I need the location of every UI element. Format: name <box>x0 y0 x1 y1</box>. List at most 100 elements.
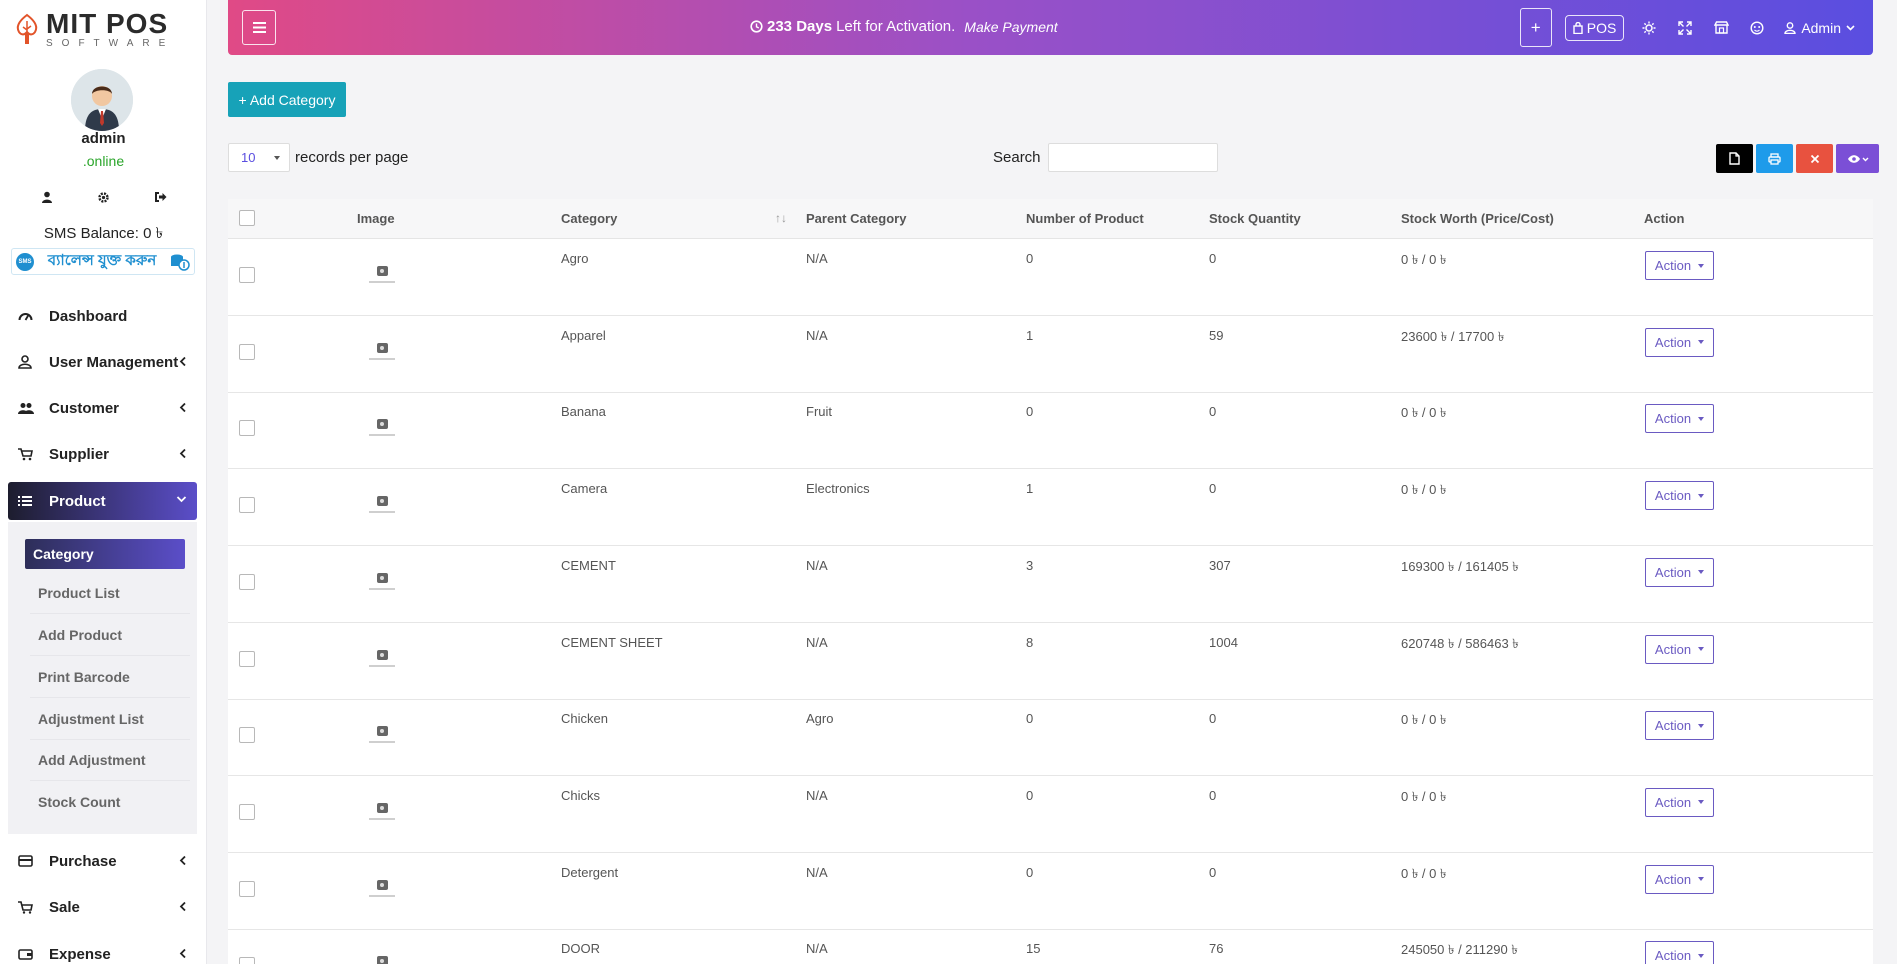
settings-gear-icon[interactable] <box>88 185 120 209</box>
make-payment-link[interactable]: Make Payment <box>964 18 1058 35</box>
fullscreen-icon[interactable] <box>1672 20 1698 35</box>
action-dropdown-button[interactable]: Action <box>1645 787 1714 817</box>
export-csv-button[interactable] <box>1716 144 1753 173</box>
action-dropdown-button[interactable]: Action <box>1645 327 1714 357</box>
globe-icon[interactable] <box>1744 20 1770 35</box>
cell-stock: 0 <box>1209 711 1217 727</box>
top-bar: 233 Days Left for Activation. Make Payme… <box>228 0 1873 55</box>
category-image <box>368 342 396 367</box>
pos-button[interactable]: POS <box>1564 14 1625 41</box>
category-image <box>368 802 396 827</box>
brightness-icon[interactable] <box>1636 21 1662 35</box>
col-parent-category[interactable]: Parent Category <box>806 211 907 226</box>
action-dropdown-button[interactable]: Action <box>1645 481 1714 511</box>
action-label: Action <box>1654 258 1692 273</box>
cell-worth: 0 ৳ / 0 ৳ <box>1401 252 1447 267</box>
action-dropdown-button[interactable]: Action <box>1645 864 1714 894</box>
profile-icon[interactable] <box>31 185 63 209</box>
action-dropdown-button[interactable]: Action <box>1645 711 1714 741</box>
cell-products: 15 <box>1026 941 1041 957</box>
nav-supplier[interactable]: Supplier <box>8 435 197 473</box>
records-per-page-select[interactable]: 10 <box>228 143 290 172</box>
caret-down-icon <box>1698 263 1705 268</box>
cell-parent: Agro <box>806 711 834 727</box>
user-name: admin <box>81 130 126 147</box>
menu-toggle-button[interactable] <box>242 10 276 45</box>
sort-arrows-icon[interactable]: ↑↓ <box>775 211 787 225</box>
logout-icon[interactable] <box>145 185 177 209</box>
submenu-stock-count[interactable]: Stock Count <box>38 794 121 810</box>
cell-products: 0 <box>1026 251 1034 266</box>
admin-label: Admin <box>1801 19 1841 36</box>
submenu-product-list[interactable]: Product List <box>30 572 190 614</box>
action-dropdown-button[interactable]: Action <box>1645 404 1714 434</box>
col-number-of-product[interactable]: Number of Product <box>1026 211 1144 226</box>
cell-parent: Fruit <box>806 404 832 420</box>
product-submenu: Category Product List Add Product Print … <box>8 522 197 834</box>
admin-dropdown[interactable]: Admin <box>1784 20 1855 36</box>
store-icon[interactable] <box>1708 21 1734 34</box>
cell-stock: 0 <box>1209 481 1217 497</box>
select-all-checkbox[interactable] <box>239 210 255 226</box>
table-row: Banana Fruit 0 0 0 ৳ / 0 ৳ Action <box>228 392 1873 470</box>
cell-category: Banana <box>561 404 606 420</box>
search-input[interactable] <box>1047 143 1218 172</box>
brand-logo[interactable]: MIT POS SOFTWARE <box>14 10 174 49</box>
row-checkbox[interactable] <box>239 343 255 360</box>
search: Search <box>993 143 1218 172</box>
wallet-icon <box>18 948 36 960</box>
quick-add-button[interactable]: + <box>1519 8 1552 47</box>
sidebar: MIT POS SOFTWARE admin .online SMS Balan… <box>0 0 207 964</box>
nav-product-label: Product <box>49 492 106 510</box>
chevron-left-icon <box>179 948 186 959</box>
print-button[interactable] <box>1756 144 1793 173</box>
table-row: Chicken Agro 0 0 0 ৳ / 0 ৳ Action <box>228 699 1873 777</box>
cell-category: CEMENT <box>561 557 616 573</box>
cell-worth: 0 ৳ / 0 ৳ <box>1401 482 1447 498</box>
image-placeholder-icon <box>376 572 388 583</box>
delete-button[interactable] <box>1796 144 1833 173</box>
image-placeholder-caption <box>369 817 395 820</box>
submenu-category[interactable]: Category <box>25 539 185 569</box>
nav-user-management[interactable]: User Management <box>8 343 197 381</box>
caret-down-icon <box>1698 877 1705 882</box>
row-checkbox[interactable] <box>239 420 255 437</box>
add-category-button[interactable]: + Add Category <box>228 82 346 117</box>
nav-customer[interactable]: Customer <box>8 389 197 427</box>
col-image[interactable]: Image <box>357 211 395 226</box>
row-checkbox[interactable] <box>239 497 255 514</box>
cell-parent: N/A <box>806 864 828 880</box>
row-checkbox[interactable] <box>239 727 255 744</box>
nav-product[interactable]: Product <box>8 482 197 520</box>
row-checkbox[interactable] <box>239 880 255 897</box>
nav-sale[interactable]: Sale <box>8 888 197 926</box>
action-dropdown-button[interactable]: Action <box>1645 634 1714 664</box>
col-category[interactable]: Category <box>561 211 618 226</box>
row-checkbox[interactable] <box>239 573 255 590</box>
nav-sale-label: Sale <box>49 898 80 916</box>
cell-stock: 76 <box>1209 941 1224 957</box>
col-stock-quantity[interactable]: Stock Quantity <box>1209 211 1301 226</box>
submenu-add-product[interactable]: Add Product <box>30 614 190 656</box>
submenu-print-barcode[interactable]: Print Barcode <box>30 656 190 698</box>
action-dropdown-button[interactable]: Action <box>1645 557 1714 587</box>
chevron-left-icon <box>179 448 186 459</box>
action-dropdown-button[interactable]: Action <box>1645 251 1714 280</box>
row-checkbox[interactable] <box>239 650 255 667</box>
column-visibility-button[interactable] <box>1836 144 1879 173</box>
row-checkbox[interactable] <box>239 957 255 964</box>
cell-category: Chicken <box>561 711 608 727</box>
nav-purchase[interactable]: Purchase <box>8 842 197 880</box>
row-checkbox[interactable] <box>239 267 255 283</box>
nav-expense[interactable]: Expense <box>8 935 197 964</box>
submenu-adjustment-list[interactable]: Adjustment List <box>30 698 190 740</box>
submenu-add-adjustment[interactable]: Add Adjustment <box>30 739 190 781</box>
col-stock-worth[interactable]: Stock Worth (Price/Cost) <box>1401 211 1554 226</box>
action-dropdown-button[interactable]: Action <box>1645 941 1714 964</box>
add-balance-banner[interactable]: SMS ব্যালেন্স যুক্ত করুন <box>11 248 195 275</box>
row-checkbox[interactable] <box>239 803 255 820</box>
action-label: Action <box>1654 334 1692 350</box>
nav-dashboard[interactable]: Dashboard <box>8 297 197 335</box>
cell-worth: 0 ৳ / 0 ৳ <box>1401 712 1447 728</box>
table-row: Apparel N/A 1 59 23600 ৳ / 17700 ৳ Action <box>228 316 1873 393</box>
